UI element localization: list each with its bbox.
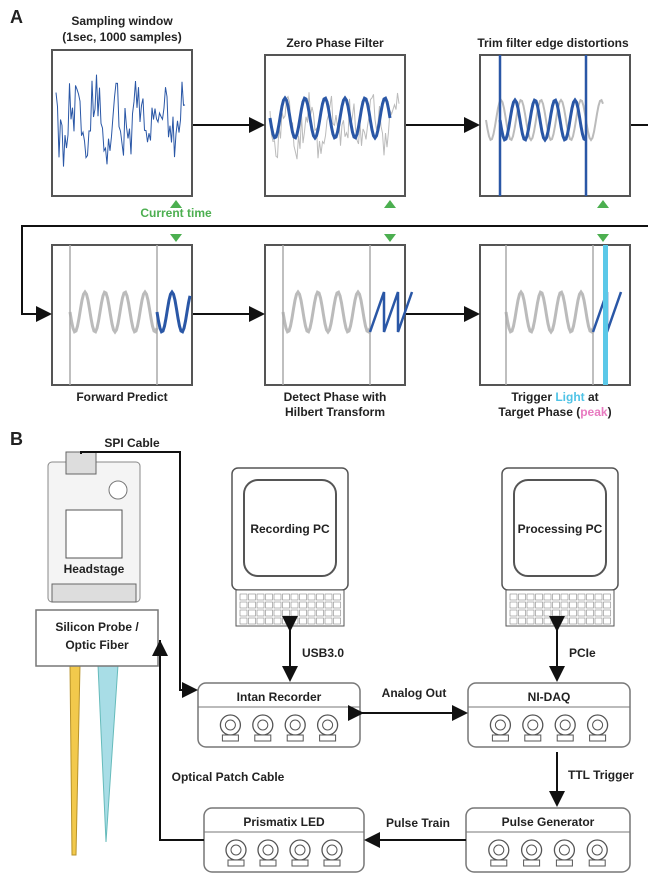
connector-inner	[560, 720, 570, 730]
connection-label: SPI Cable	[104, 436, 160, 450]
step-title: Forward Predict	[76, 390, 167, 404]
connection-label: Pulse Train	[386, 816, 450, 830]
device-label: Processing PC	[518, 522, 603, 536]
connector-inner	[225, 720, 235, 730]
connector-inner	[263, 845, 273, 855]
step-title: Zero Phase Filter	[286, 36, 384, 50]
step-title: Trigger Light at	[511, 390, 598, 404]
connection-label: Optical Patch Cable	[172, 770, 285, 784]
connection-label: USB3.0	[302, 646, 344, 660]
current-time: Current time	[140, 206, 212, 220]
device-label: Headstage	[64, 562, 125, 576]
step-title: Trim filter edge distortions	[477, 36, 629, 50]
connector-inner	[295, 845, 305, 855]
connector-base	[324, 860, 340, 866]
device-label: Recording PC	[250, 522, 330, 536]
light-trigger	[603, 245, 608, 385]
connector-inner	[593, 720, 603, 730]
connection-label: TTL Trigger	[568, 768, 634, 782]
connector-base	[222, 735, 238, 741]
connector-inner	[559, 845, 569, 855]
connector-base	[287, 735, 303, 741]
device-label: Intan Recorder	[237, 690, 322, 704]
device-label: NI-DAQ	[528, 690, 571, 704]
connector-base	[556, 860, 572, 866]
device-label: Prismatix LED	[243, 815, 325, 829]
connector-base	[255, 735, 271, 741]
connector-inner	[528, 720, 538, 730]
connector-base	[292, 860, 308, 866]
step-title: Target Phase (peak)	[498, 405, 611, 419]
connector-inner	[592, 845, 602, 855]
connector-inner	[494, 845, 504, 855]
computers	[232, 468, 618, 626]
step-box	[265, 55, 405, 196]
panel-label: B	[10, 429, 23, 449]
connector-inner	[323, 720, 333, 730]
device-label: Pulse Generator	[502, 815, 595, 829]
headstage-board	[48, 452, 140, 602]
connector-inner	[327, 845, 337, 855]
connection-label: Analog Out	[382, 686, 447, 700]
time-markers	[170, 200, 609, 242]
step-title: Detect Phase with	[284, 390, 387, 404]
connector-base	[590, 735, 606, 741]
connection-label: PCIe	[569, 646, 596, 660]
step-box	[52, 245, 192, 385]
connector-base	[589, 860, 605, 866]
connector-inner	[495, 720, 505, 730]
connector-base	[260, 860, 276, 866]
step-boxes	[52, 50, 630, 385]
device-label: Optic Fiber	[65, 638, 129, 652]
connector-inner	[290, 720, 300, 730]
connector-base	[228, 860, 244, 866]
panel-label: A	[10, 7, 23, 27]
connector-base	[492, 735, 508, 741]
device-label: Silicon Probe /	[55, 620, 139, 634]
step-title: Hilbert Transform	[285, 405, 385, 419]
connector-base	[524, 860, 540, 866]
step-title: (1sec, 1000 samples)	[62, 30, 181, 44]
connector-inner	[258, 720, 268, 730]
step-title: Sampling window	[71, 14, 173, 28]
connector-base	[557, 735, 573, 741]
connector-base	[525, 735, 541, 741]
probe-shanks	[70, 665, 118, 855]
connector-inner	[527, 845, 537, 855]
connector-base	[320, 735, 336, 741]
connector-inner	[231, 845, 241, 855]
connector-base	[491, 860, 507, 866]
